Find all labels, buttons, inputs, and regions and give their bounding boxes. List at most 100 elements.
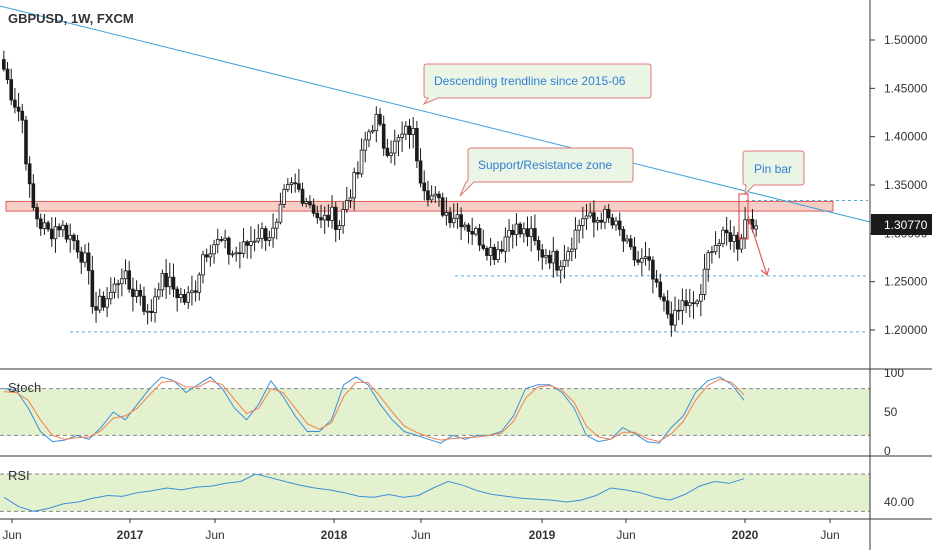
candle (691, 291, 696, 319)
stoch-pane (0, 376, 870, 444)
candle-body-up (474, 228, 478, 235)
candle-body-down (9, 79, 14, 101)
candle-body-down (636, 259, 640, 263)
candle-body-up (278, 203, 283, 223)
candle-body-up (186, 292, 191, 303)
candle (437, 190, 441, 207)
candle (204, 248, 209, 263)
candle-body-up (451, 217, 456, 224)
candle (518, 221, 522, 238)
candle (440, 192, 445, 218)
candle (404, 121, 408, 141)
candle (27, 156, 32, 198)
candle-body-down (658, 281, 663, 298)
candle-body-up (201, 254, 205, 276)
candle (190, 275, 194, 306)
stoch-d-line (3, 378, 745, 443)
candle (411, 117, 415, 149)
candle-body-up (717, 243, 722, 246)
candle (49, 217, 54, 247)
candle-body-down (13, 99, 17, 108)
candle (256, 224, 261, 244)
candle-body-down (226, 237, 231, 255)
candle (271, 213, 275, 248)
candle-body-down (38, 218, 43, 229)
candle-body-down (46, 222, 50, 230)
candle-body-down (164, 273, 168, 288)
candle (724, 216, 729, 246)
zone-callout[interactable]: Support/Resistance zone (459, 147, 634, 197)
candle (101, 291, 106, 311)
support-resistance-zone (5, 200, 834, 212)
candle-body-up (673, 309, 677, 326)
candle-body-up (108, 291, 113, 300)
candle-body-down (319, 217, 323, 221)
candle (415, 120, 419, 169)
candle-body-up (581, 218, 585, 226)
candle (68, 223, 73, 253)
candle-body-up (330, 206, 334, 221)
candle (407, 118, 412, 149)
candle (249, 226, 253, 259)
candle (510, 224, 515, 249)
candle-body-up (640, 258, 644, 263)
candle (86, 242, 91, 285)
candle-body-down (665, 300, 670, 315)
candle (488, 237, 493, 266)
candle-body-down (426, 190, 430, 201)
candle (2, 50, 6, 72)
trendline-callout-box (422, 63, 652, 106)
candle-body-up (569, 248, 574, 253)
candle-body-down (628, 238, 633, 248)
candle (90, 255, 95, 314)
candle (72, 232, 76, 250)
candle-body-up (249, 241, 253, 246)
candle-body-up (463, 224, 467, 228)
candle-body-up (212, 244, 216, 255)
candle-body-down (617, 220, 622, 230)
candle-body-up (400, 133, 404, 138)
candle (219, 236, 224, 243)
stoch-tick-label: 50 (884, 405, 898, 419)
candle-body-down (477, 228, 482, 246)
price-axis[interactable]: 1.500001.450001.400001.350001.300001.250… (870, 33, 928, 337)
time-axis[interactable]: Jun 2017 Jun 2018 Jun 2019 Jun 2020 Jun (2, 519, 840, 542)
time-tick-label: Jun (2, 528, 21, 542)
candle-body-up (374, 113, 379, 132)
candle-body-down (415, 128, 419, 162)
candle (35, 203, 39, 228)
candle (182, 289, 187, 305)
trendline-callout[interactable]: Descending trendline since 2015-06 (422, 63, 652, 106)
candle-body-up (145, 310, 150, 313)
candle (208, 244, 213, 267)
candle-body-down (440, 197, 445, 216)
candle-body-down (540, 249, 545, 258)
candle-body-up (514, 223, 519, 235)
candle (278, 192, 283, 225)
candle-body-down (466, 224, 471, 232)
price-zones (5, 199, 868, 333)
candle (16, 92, 21, 122)
candle-body-down (72, 234, 76, 242)
symbol-title: GBPUSD, 1W, FXCM (8, 11, 134, 26)
candle (474, 226, 478, 237)
time-tick-label: 2020 (732, 528, 759, 542)
candle (481, 229, 486, 251)
candle-body-down (592, 212, 596, 223)
price-tick-label: 1.20000 (884, 323, 928, 337)
candle-body-up (695, 300, 699, 304)
candle-body-down (418, 160, 423, 184)
candle-body-down (245, 241, 250, 246)
candle-body-down (518, 223, 522, 235)
candle (680, 288, 685, 325)
candle-body-down (131, 288, 135, 297)
candle (370, 124, 375, 134)
pinbar-callout[interactable]: Pin bar (742, 150, 805, 196)
candle-body-up (710, 251, 714, 254)
time-tick-label: Jun (820, 528, 839, 542)
candle (588, 202, 593, 219)
candle-body-up (134, 290, 139, 297)
candle-body-up (551, 250, 556, 264)
